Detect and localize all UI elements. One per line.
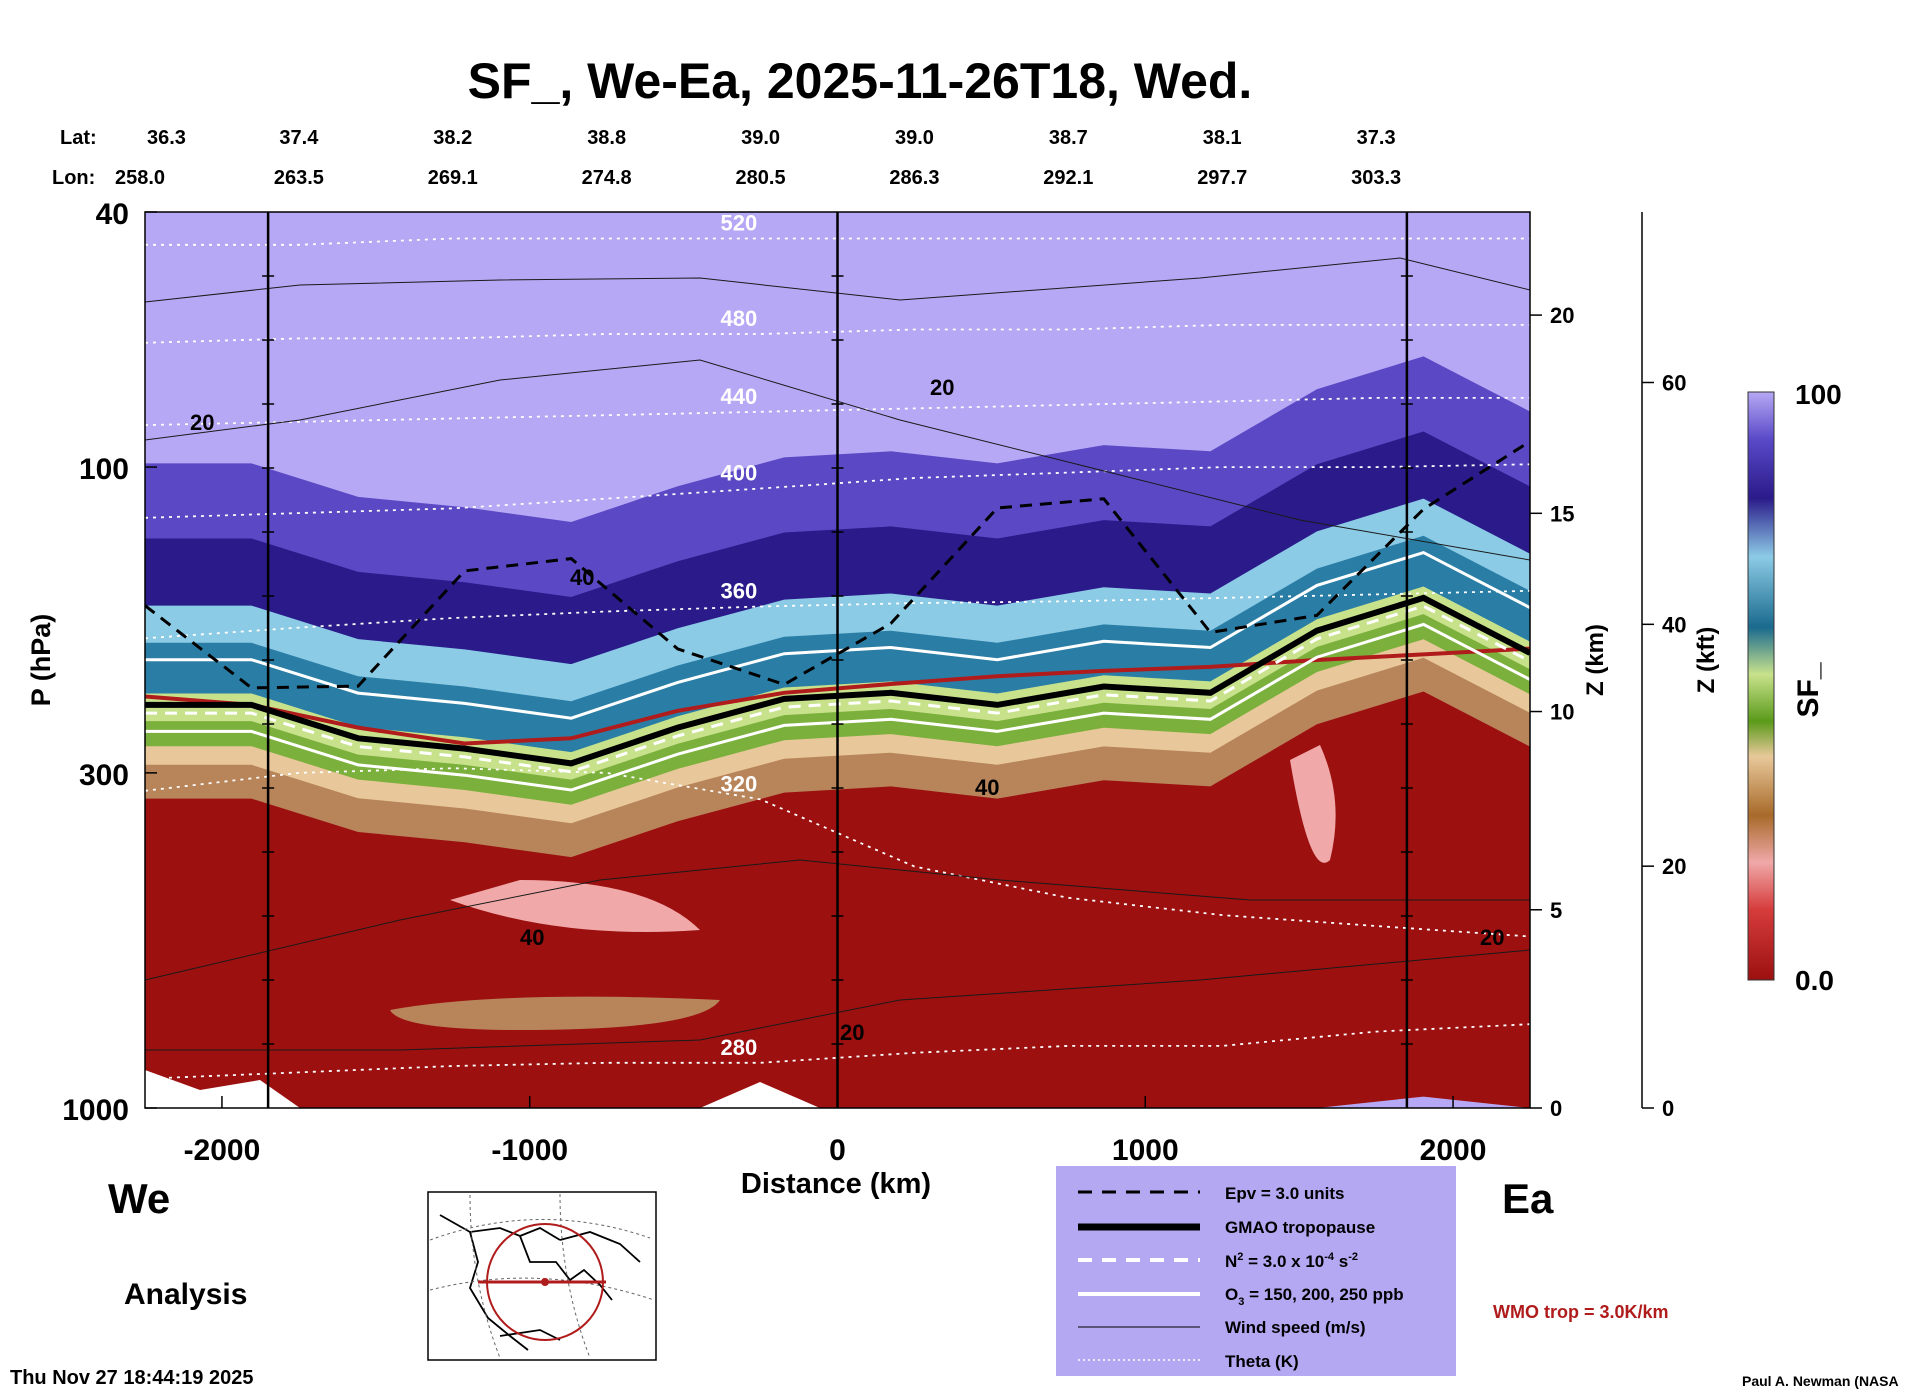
theta-contours: 280 320 360 400 440 480 520	[145, 211, 1530, 1080]
lat-value-3: 38.8	[587, 127, 626, 149]
terrain-mask	[145, 1070, 820, 1108]
lon-value-2: 269.1	[428, 167, 478, 189]
pressure-axis: 40 100 300 1000	[62, 198, 157, 1127]
zkm-tick-label-15: 15	[1550, 501, 1574, 526]
lon-label: Lon:	[52, 167, 95, 189]
theta-line-440	[145, 397, 1530, 426]
direction-right: Ea	[1502, 1175, 1554, 1222]
lat-lon-values: 36.3 37.4 38.2 38.8 39.0 39.0 38.7 38.1 37.3 258.…	[115, 127, 1401, 189]
p-tick-label-1000: 1000	[62, 1094, 129, 1127]
wind-contour-3	[145, 949, 1530, 1051]
wind-label-6: 20	[840, 1020, 864, 1045]
legend-gmao: GMAO tropopause	[1225, 1218, 1375, 1237]
location-map	[427, 1191, 657, 1361]
theta-label-280: 280	[721, 1035, 758, 1060]
z-kft-axis: 0 20 40 60	[1641, 212, 1686, 1121]
theta-line-480	[145, 324, 1530, 344]
x-tick-label-1000: 1000	[1112, 1134, 1179, 1167]
credit: Paul A. Newman (NASA	[1742, 1373, 1899, 1389]
theta-label-480: 480	[721, 306, 758, 331]
theta-label-320: 320	[721, 771, 758, 796]
wind-contour-0	[145, 257, 1530, 303]
legend-box	[1056, 1166, 1456, 1376]
theta-label-440: 440	[721, 384, 758, 409]
legend-epv: Epv = 3.0 units	[1225, 1184, 1345, 1203]
lon-value-3: 274.8	[582, 167, 632, 189]
band-pink-east	[1290, 745, 1336, 863]
p-tick-label-100: 100	[79, 453, 129, 486]
lat-value-6: 38.7	[1049, 127, 1088, 149]
theta-label-400: 400	[721, 460, 758, 485]
lon-value-5: 286.3	[889, 167, 939, 189]
wmo-trop-label: WMO trop = 3.0K/km	[1493, 1302, 1669, 1322]
colorbar	[1747, 391, 1775, 981]
p-tick-label-40: 40	[96, 198, 129, 231]
lon-value-6: 292.1	[1043, 167, 1093, 189]
zkft-tick-label-60: 60	[1662, 370, 1686, 395]
lon-value-1: 263.5	[274, 167, 324, 189]
lon-value-4: 280.5	[736, 167, 786, 189]
colorbar-min-label: 0.0	[1795, 965, 1834, 996]
lon-value-0: 258.0	[115, 167, 165, 189]
x-tick-label--1000: -1000	[491, 1134, 568, 1167]
wind-contour-2	[145, 859, 1530, 981]
lat-value-4: 39.0	[741, 127, 780, 149]
zkm-tick-label-0: 0	[1550, 1096, 1562, 1121]
zkft-tick-label-40: 40	[1662, 612, 1686, 637]
wind-label-4: 40	[975, 775, 999, 800]
wind-label-5: 20	[1480, 925, 1504, 950]
lat-value-2: 38.2	[433, 127, 472, 149]
theta-label-520: 520	[721, 211, 758, 236]
x-tick-label-0: 0	[829, 1134, 846, 1167]
lat-value-7: 38.1	[1203, 127, 1242, 149]
zkm-tick-label-5: 5	[1550, 898, 1562, 923]
x-tick-label-2000: 2000	[1420, 1134, 1487, 1167]
lat-value-5: 39.0	[895, 127, 934, 149]
band-lower-tan	[390, 996, 720, 1030]
zkm-tick-label-10: 10	[1550, 700, 1574, 725]
zkft-tick-label-0: 0	[1662, 1096, 1674, 1121]
p-tick-label-300: 300	[79, 759, 129, 792]
lat-value-1: 37.4	[279, 127, 319, 149]
wind-label-1: 20	[930, 375, 954, 400]
wind-label-0: 20	[190, 410, 214, 435]
x-tick-label--2000: -2000	[184, 1134, 261, 1167]
wind-label-3: 40	[520, 925, 544, 950]
zkm-tick-label-20: 20	[1550, 303, 1574, 328]
y-axis-label: P (hPa)	[26, 614, 56, 707]
wind-contour-1	[145, 359, 1530, 561]
direction-left: We	[108, 1175, 170, 1222]
z-km-axis: 0 5 10 15 20	[1530, 303, 1574, 1121]
lon-value-7: 297.7	[1197, 167, 1247, 189]
z-km-axis-label: Z (km)	[1582, 624, 1609, 696]
lat-value-8: 37.3	[1357, 127, 1396, 149]
distance-axis: -2000 -1000 0 1000 2000	[184, 1096, 1487, 1167]
analysis-label: Analysis	[124, 1278, 247, 1311]
legend-n2: N2 = 3.0 x 10-4 s-2	[1225, 1251, 1358, 1271]
chart-title: SF_, We-Ea, 2025-11-26T18, Wed.	[468, 53, 1253, 109]
x-axis-label: Distance (km)	[741, 1168, 931, 1200]
legend: Epv = 3.0 units GMAO tropopause N2 = 3.0…	[1056, 1166, 1456, 1376]
timestamp: Thu Nov 27 18:44:19 2025	[10, 1367, 253, 1389]
legend-o3: O3 = 150, 200, 250 ppb	[1225, 1285, 1404, 1308]
section-vertical-lines	[262, 212, 1413, 1108]
lat-value-0: 36.3	[147, 127, 186, 149]
colorbar-title: SF_	[1792, 662, 1825, 717]
lon-value-8: 303.3	[1351, 167, 1401, 189]
band-pink-west	[450, 880, 700, 932]
theta-line-520	[145, 237, 1530, 246]
colorbar-max-label: 100	[1795, 379, 1842, 410]
lat-label: Lat:	[60, 127, 97, 149]
legend-theta: Theta (K)	[1225, 1352, 1299, 1371]
z-kft-axis-label: Z (kft)	[1693, 627, 1720, 694]
legend-wind: Wind speed (m/s)	[1225, 1318, 1366, 1337]
epv-line	[145, 440, 1530, 690]
theta-label-360: 360	[721, 578, 758, 603]
zkft-tick-label-20: 20	[1662, 854, 1686, 879]
